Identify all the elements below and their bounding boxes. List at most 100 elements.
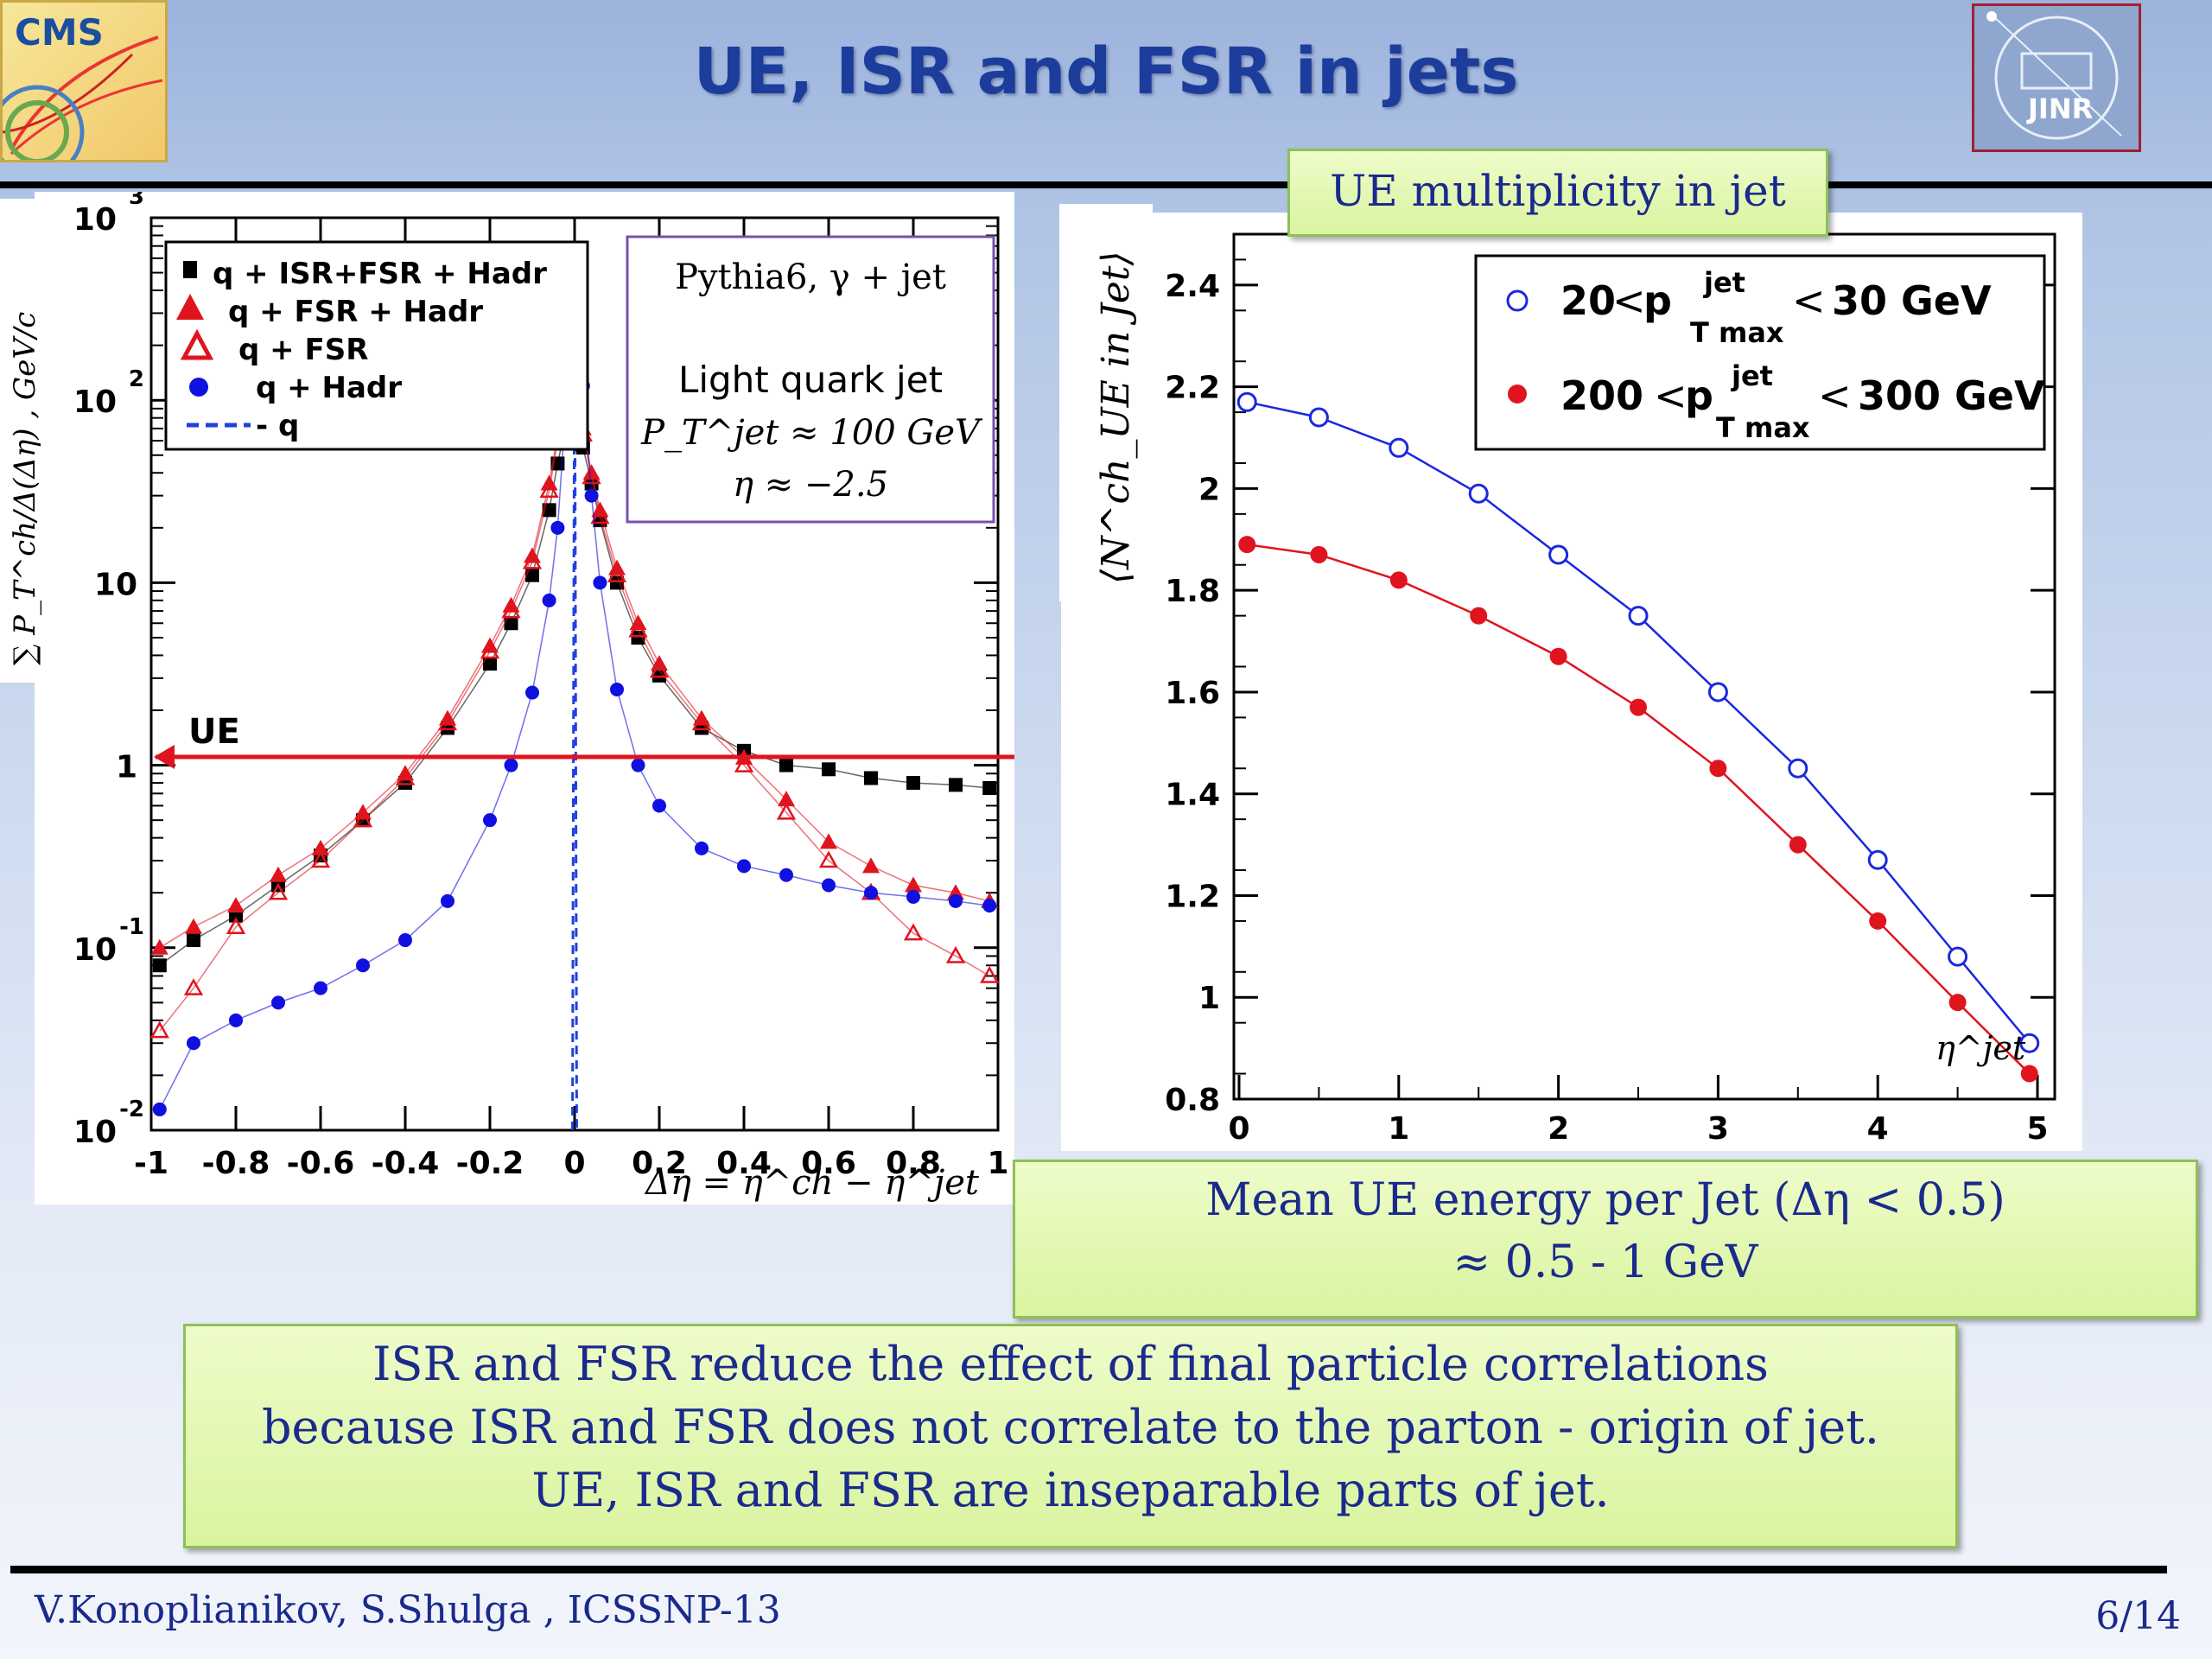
data-point-open-triangle: [628, 620, 648, 638]
x-tick-label: 2: [1548, 1111, 1569, 1147]
x-tick-label: 5: [2026, 1111, 2048, 1147]
data-point-circle: [779, 868, 793, 882]
mean-ue-line1: Mean UE energy per Jet (Δη < 0.5): [1205, 1174, 2005, 1226]
data-point-triangle: [150, 938, 168, 955]
mean-ue-line2: ≈ 0.5 - 1 GeV: [1452, 1236, 1758, 1288]
x-tick-label: 0.6: [801, 1146, 856, 1181]
y-tick-exponent: -2: [119, 1096, 144, 1122]
legend-marker-circle: [189, 378, 208, 397]
y-tick-label: 2.2: [1165, 371, 1220, 406]
data-point-open-triangle: [691, 713, 712, 731]
data-point-circle: [949, 893, 963, 908]
data-point-circle: [398, 933, 412, 948]
data-point-circle: [314, 981, 327, 995]
y-tick-exponent: -1: [119, 914, 144, 940]
data-point-open-circle: [1548, 544, 1569, 565]
annotation-line4: η ≈ −2.5: [733, 465, 888, 505]
x-tick-label: -0.6: [287, 1146, 355, 1181]
data-point-circle: [542, 593, 556, 607]
data-point-circle: [610, 682, 624, 696]
data-point-filled-circle: [1549, 647, 1567, 665]
data-point-triangle: [778, 791, 795, 807]
footer-page-number: 6/14: [2095, 1594, 2181, 1638]
data-point-open-circle: [1628, 606, 1649, 626]
data-point-open-triangle: [226, 917, 246, 934]
y-tick-label: 10: [73, 1115, 117, 1150]
data-point-open-triangle: [480, 641, 500, 659]
legend-marker-open-circle: [1506, 289, 1529, 312]
legend-item-low-pt-p: p: [1643, 277, 1672, 324]
data-point-open-triangle: [607, 565, 627, 582]
jinr-logo-text: JINR: [2028, 92, 2094, 125]
y-tick-label: 0.8: [1165, 1083, 1220, 1118]
data-point-square: [652, 668, 666, 683]
data-point-open-circle: [1867, 849, 1888, 870]
data-point-open-triangle: [980, 965, 1000, 983]
conclusion-line2: because ISR and FSR does not correlate t…: [261, 1400, 1880, 1454]
legend-item-isr-fsr-hadr: q + ISR+FSR + Hadr: [213, 257, 547, 291]
left-chart-legend: q + ISR+FSR + Hadr q + FSR + Hadr q + FS…: [164, 240, 589, 451]
data-point-triangle: [270, 866, 287, 882]
data-point-filled-circle: [1789, 836, 1807, 854]
footer-author: V.Konoplianikov, S.Shulga , ICSSNP-13: [35, 1588, 781, 1632]
data-point-circle: [187, 1036, 200, 1051]
conclusion-line1: ISR and FSR reduce the effect of final p…: [372, 1337, 1769, 1391]
right-chart-xlabel: η^jet: [1936, 1029, 2026, 1067]
x-tick-label: 0: [563, 1146, 585, 1181]
x-tick-label: -0.8: [202, 1146, 270, 1181]
y-tick-label: 1: [1198, 981, 1220, 1016]
jinr-logo: JINR: [1972, 3, 2141, 152]
legend-item-low-pt-lt2: <: [1792, 277, 1826, 324]
data-point-square: [822, 762, 836, 777]
data-point-open-circle: [1308, 407, 1329, 428]
data-point-circle: [584, 488, 599, 503]
data-point-triangle: [185, 918, 202, 934]
data-point-circle: [441, 893, 454, 908]
legend-item-low-pt-sub: T max: [1690, 316, 1784, 349]
data-point-open-circle: [1707, 682, 1728, 702]
annotation-line2: Light quark jet: [678, 359, 943, 401]
legend-marker-triangle: [176, 294, 204, 320]
y-tick-label: 1.8: [1165, 574, 1220, 609]
x-tick-label: 3: [1707, 1111, 1729, 1147]
data-point-open-circle: [1389, 437, 1409, 458]
data-point-square: [152, 958, 167, 973]
legend-item-low-pt-hi: 30 GeV: [1832, 277, 1992, 324]
data-point-triangle: [227, 897, 245, 913]
y-tick-label: 1.6: [1165, 676, 1220, 711]
data-point-circle: [271, 995, 285, 1010]
y-tick-label: 1: [116, 750, 137, 785]
data-point-filled-circle: [1238, 536, 1256, 554]
data-point-circle: [864, 886, 878, 900]
annotation-line3: P_T^jet ≈ 100 GeV: [640, 413, 983, 453]
right-chart-ylabel-box: ⟨N^ch_UE in Jet⟩: [1059, 204, 1153, 601]
data-point-square: [610, 575, 624, 590]
data-point-triangle: [905, 876, 922, 893]
x-tick-label: -0.4: [372, 1146, 440, 1181]
data-point-circle: [906, 889, 920, 904]
right-chart: 0.8 1 1.2 1.4 1.6 1.8 2 2.2 2.4 0 1 2 3 4 5 20 < p je…: [1061, 213, 2082, 1151]
data-point-open-triangle: [776, 802, 797, 820]
cms-logo-text: CMS: [15, 11, 104, 54]
x-tick-label: 1: [1388, 1111, 1409, 1147]
data-point-square: [982, 780, 997, 795]
cms-logo-graphic: [3, 35, 163, 160]
legend-item-q: - q: [256, 409, 299, 443]
data-point-open-triangle: [539, 480, 559, 498]
y-tick-label: 10: [73, 202, 117, 238]
data-point-open-triangle: [183, 978, 204, 995]
legend-marker-filled-circle: [1508, 385, 1527, 404]
x-tick-label: 0.4: [716, 1146, 772, 1181]
data-point-circle: [982, 899, 997, 913]
y-tick-exponent: 2: [129, 366, 144, 392]
data-point-open-triangle: [310, 850, 331, 868]
legend-marker-square: [183, 261, 197, 278]
y-tick-label: 10: [73, 932, 117, 968]
x-tick-label: 0.2: [632, 1146, 687, 1181]
legend-item-fsr-hadr: q + FSR + Hadr: [228, 295, 483, 329]
data-point-circle: [483, 813, 497, 828]
conclusion-box: ISR and FSR reduce the effect of final p…: [183, 1324, 1958, 1548]
data-point-open-circle: [1788, 758, 1808, 779]
data-point-circle: [593, 575, 607, 590]
